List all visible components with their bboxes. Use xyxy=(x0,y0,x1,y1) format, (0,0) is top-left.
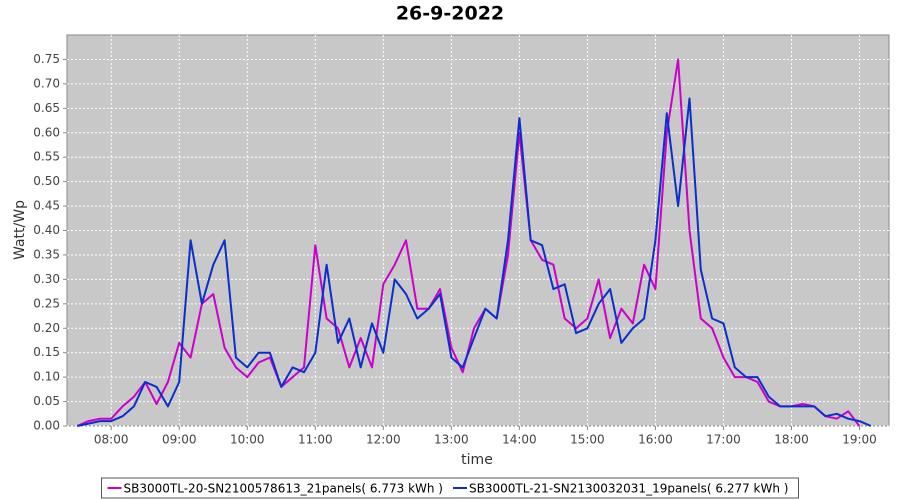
series-line xyxy=(76,97,872,427)
y-tick-label: 0.30 xyxy=(33,272,60,286)
y-tick-label: 0.15 xyxy=(33,345,60,359)
y-tick-label: 0.75 xyxy=(33,52,60,66)
chart-title: 26-9-2022 xyxy=(396,3,504,25)
y-tick-label: 0.60 xyxy=(33,125,60,139)
x-tick-label: 17:00 xyxy=(706,433,741,447)
y-tick-label: 0.50 xyxy=(33,174,60,188)
x-tick-label: 09:00 xyxy=(162,433,197,447)
y-tick-label: 0.70 xyxy=(33,76,60,90)
x-tick-label: 14:00 xyxy=(502,433,537,447)
x-tick-label: 19:00 xyxy=(842,433,877,447)
legend-label: SB3000TL-21-SN2130032031_19panels( 6.277… xyxy=(469,482,788,496)
y-tick-label: 0.40 xyxy=(33,223,60,237)
legend-label: SB3000TL-20-SN2100578613_21panels( 6.773… xyxy=(124,482,443,496)
x-tick-label: 16:00 xyxy=(638,433,673,447)
y-tick-label: 0.10 xyxy=(33,370,60,384)
x-tick-label: 18:00 xyxy=(774,433,809,447)
y-tick-label: 0.20 xyxy=(33,321,60,335)
x-tick-label: 13:00 xyxy=(434,433,469,447)
y-tick-label: 0.35 xyxy=(33,247,60,261)
y-tick-label: 0.45 xyxy=(33,199,60,213)
x-axis-label: time xyxy=(461,452,493,468)
x-tick-label: 12:00 xyxy=(366,433,401,447)
y-tick-label: 0.00 xyxy=(33,419,60,433)
y-axis-label: Watt/Wp xyxy=(12,200,28,260)
plot-area xyxy=(66,34,890,427)
x-tick-label: 10:00 xyxy=(230,433,265,447)
y-tick-label: 0.65 xyxy=(33,101,60,115)
y-tick-label: 0.25 xyxy=(33,296,60,310)
y-tick-label: 0.05 xyxy=(33,394,60,408)
x-tick-label: 08:00 xyxy=(94,433,129,447)
legend xyxy=(101,477,799,499)
x-tick-label: 15:00 xyxy=(570,433,605,447)
y-tick-label: 0.55 xyxy=(33,150,60,164)
x-tick-label: 11:00 xyxy=(298,433,333,447)
